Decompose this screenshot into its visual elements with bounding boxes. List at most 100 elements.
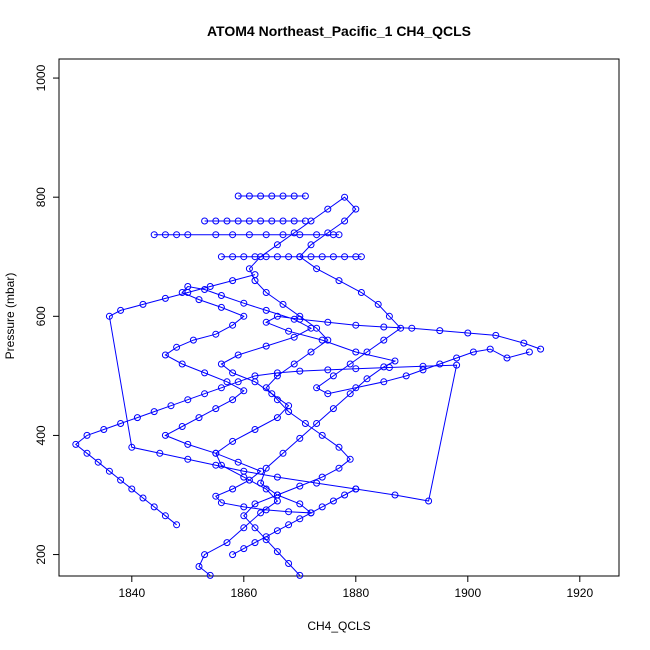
data-point bbox=[173, 343, 181, 351]
data-point bbox=[341, 491, 349, 499]
data-point bbox=[105, 312, 113, 320]
data-point bbox=[352, 485, 360, 493]
data-point bbox=[212, 405, 220, 413]
data-point bbox=[525, 348, 533, 356]
data-point bbox=[397, 324, 405, 332]
data-point bbox=[262, 485, 270, 493]
data-point bbox=[537, 345, 545, 353]
data-point bbox=[161, 512, 169, 520]
data-point bbox=[217, 303, 225, 311]
data-point bbox=[285, 253, 293, 261]
data-point bbox=[156, 449, 164, 457]
data-point bbox=[212, 492, 220, 500]
data-point bbox=[324, 390, 332, 398]
data-point bbox=[184, 231, 192, 239]
series-line-3 bbox=[232, 488, 357, 556]
data-point bbox=[307, 509, 315, 517]
data-point bbox=[273, 396, 281, 404]
data-point bbox=[117, 476, 125, 484]
plot-frame bbox=[58, 58, 620, 577]
x-axis: 1840 1860 1880 1900 1920 bbox=[118, 576, 593, 600]
data-point bbox=[296, 367, 304, 375]
data-point bbox=[307, 348, 315, 356]
y-tick-label-0: 200 bbox=[34, 544, 48, 564]
data-point bbox=[206, 571, 214, 579]
data-point bbox=[178, 423, 186, 430]
data-point bbox=[262, 464, 270, 472]
series-4 bbox=[217, 253, 365, 261]
data-point bbox=[352, 205, 360, 213]
data-point bbox=[279, 217, 287, 225]
data-point bbox=[279, 192, 287, 200]
y-tick-label-3: 800 bbox=[34, 187, 48, 207]
data-point bbox=[290, 192, 298, 200]
data-point bbox=[257, 479, 265, 487]
data-point bbox=[245, 217, 253, 225]
data-point bbox=[296, 434, 304, 442]
data-point bbox=[245, 231, 253, 239]
data-point bbox=[296, 253, 304, 261]
data-point bbox=[240, 312, 248, 320]
data-point bbox=[329, 372, 337, 380]
data-point bbox=[234, 192, 242, 200]
data-point bbox=[217, 384, 225, 392]
data-point bbox=[201, 551, 209, 559]
x-axis-label: CH4_QCLS bbox=[307, 619, 370, 633]
data-point bbox=[184, 396, 192, 404]
data-point bbox=[262, 384, 270, 392]
data-point bbox=[357, 253, 365, 261]
data-point bbox=[285, 327, 293, 335]
series-1 bbox=[240, 193, 533, 579]
data-point bbox=[436, 327, 444, 335]
data-point bbox=[262, 231, 270, 239]
series-0 bbox=[161, 283, 545, 579]
data-point bbox=[268, 217, 276, 225]
data-point bbox=[335, 231, 343, 239]
data-point bbox=[346, 360, 354, 368]
y-tick-label-1: 400 bbox=[34, 425, 48, 445]
data-point bbox=[128, 485, 136, 493]
data-point bbox=[329, 405, 337, 413]
data-point bbox=[240, 524, 248, 532]
data-point bbox=[229, 437, 237, 445]
data-point bbox=[234, 217, 242, 225]
data-point bbox=[251, 426, 259, 433]
data-point bbox=[105, 467, 113, 475]
data-point bbox=[262, 318, 270, 326]
data-point bbox=[117, 306, 125, 314]
y-axis: 200 400 600 800 1000 bbox=[34, 64, 59, 565]
data-point bbox=[290, 333, 298, 341]
data-point bbox=[262, 342, 270, 350]
plot-area bbox=[72, 192, 545, 579]
series-6 bbox=[201, 217, 309, 225]
data-point bbox=[335, 277, 343, 285]
data-point bbox=[307, 253, 315, 261]
x-tick-label-4: 1920 bbox=[566, 586, 593, 600]
data-point bbox=[492, 331, 500, 339]
data-point bbox=[229, 277, 237, 285]
data-point bbox=[341, 217, 349, 225]
data-point bbox=[257, 217, 265, 225]
data-point bbox=[290, 217, 298, 225]
data-point bbox=[240, 545, 248, 553]
data-point bbox=[240, 467, 248, 475]
data-point bbox=[318, 503, 326, 511]
data-point bbox=[245, 192, 253, 200]
data-point bbox=[324, 336, 332, 344]
data-point bbox=[257, 192, 265, 200]
data-point bbox=[318, 431, 326, 439]
data-point bbox=[240, 503, 248, 511]
data-point bbox=[223, 539, 231, 547]
data-point bbox=[173, 231, 181, 239]
data-point bbox=[201, 369, 209, 377]
data-point bbox=[240, 299, 248, 307]
data-point bbox=[201, 217, 209, 225]
data-point bbox=[352, 321, 360, 329]
data-point bbox=[223, 217, 231, 225]
data-point bbox=[83, 449, 91, 457]
series-7 bbox=[234, 192, 309, 200]
data-point bbox=[296, 231, 304, 239]
data-point bbox=[503, 354, 511, 362]
series-line-2 bbox=[74, 274, 458, 526]
